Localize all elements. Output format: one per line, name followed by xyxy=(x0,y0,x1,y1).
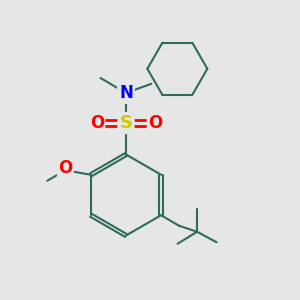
Text: O: O xyxy=(90,114,104,132)
Text: O: O xyxy=(148,114,162,132)
Text: O: O xyxy=(58,159,73,177)
Text: S: S xyxy=(119,114,133,132)
Text: N: N xyxy=(119,84,133,102)
